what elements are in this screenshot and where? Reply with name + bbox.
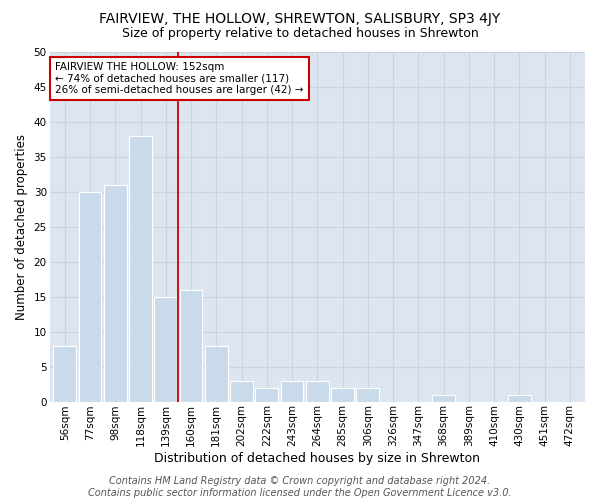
Text: Size of property relative to detached houses in Shrewton: Size of property relative to detached ho… xyxy=(122,28,478,40)
Bar xyxy=(104,184,127,402)
Bar xyxy=(79,192,101,402)
Text: FAIRVIEW THE HOLLOW: 152sqm
← 74% of detached houses are smaller (117)
26% of se: FAIRVIEW THE HOLLOW: 152sqm ← 74% of det… xyxy=(55,62,304,95)
Bar xyxy=(129,136,152,402)
X-axis label: Distribution of detached houses by size in Shrewton: Distribution of detached houses by size … xyxy=(154,452,480,465)
Bar xyxy=(53,346,76,402)
Bar xyxy=(356,388,379,402)
Bar xyxy=(154,296,177,402)
Y-axis label: Number of detached properties: Number of detached properties xyxy=(15,134,28,320)
Bar xyxy=(331,388,354,402)
Bar xyxy=(230,380,253,402)
Bar xyxy=(179,290,202,402)
Bar xyxy=(281,380,304,402)
Bar xyxy=(432,394,455,402)
Bar xyxy=(205,346,227,402)
Bar xyxy=(256,388,278,402)
Text: Contains HM Land Registry data © Crown copyright and database right 2024.
Contai: Contains HM Land Registry data © Crown c… xyxy=(88,476,512,498)
Bar xyxy=(508,394,531,402)
Text: FAIRVIEW, THE HOLLOW, SHREWTON, SALISBURY, SP3 4JY: FAIRVIEW, THE HOLLOW, SHREWTON, SALISBUR… xyxy=(100,12,500,26)
Bar xyxy=(306,380,329,402)
